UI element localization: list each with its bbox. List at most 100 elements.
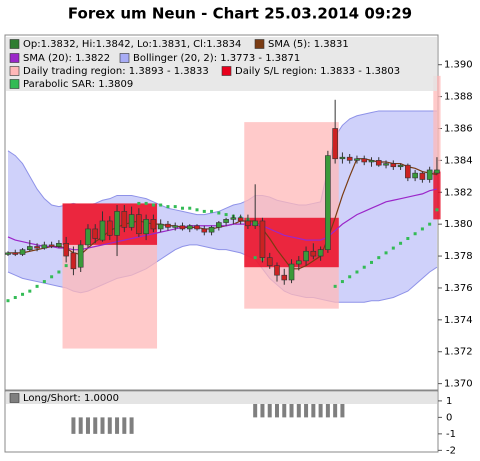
candle-body: [48, 244, 55, 247]
bar: [296, 400, 301, 418]
candle-body: [201, 228, 208, 233]
bar: [282, 400, 287, 418]
chart-title: Forex um Neun - Chart 25.03.2014 09:29: [68, 5, 412, 23]
bar: [122, 417, 127, 434]
legend-label: Parabolic SAR: 1.3809: [23, 79, 133, 90]
sar-dot: [340, 280, 344, 284]
bar: [333, 400, 338, 418]
sar-dot: [57, 270, 61, 274]
sar-dot: [50, 275, 54, 279]
bar: [85, 417, 90, 434]
y-tick-label: 1.388: [444, 92, 473, 103]
bar: [325, 400, 330, 418]
candle-body: [288, 263, 295, 281]
bar: [340, 400, 345, 418]
bar: [115, 417, 120, 434]
legend-label: Bollinger (20, 2): 1.3773 - 1.3871: [133, 53, 300, 64]
bar: [129, 417, 134, 434]
sar-dot: [348, 275, 352, 279]
y-tick-label: 1.370: [444, 379, 473, 390]
candle-body: [346, 156, 353, 161]
candle-body: [106, 220, 113, 236]
candle-body: [216, 222, 222, 228]
candle-body: [179, 225, 186, 230]
legend-background: [6, 37, 437, 91]
candle-body: [34, 246, 40, 249]
sar-dot: [35, 284, 39, 288]
candle-body: [99, 220, 106, 241]
sar-dot: [13, 296, 17, 300]
legend-label: Daily trading region: 1.3893 - 1.3833: [23, 66, 209, 77]
sar-dot: [210, 209, 214, 213]
candle-body: [19, 249, 26, 255]
candle-body: [383, 163, 389, 166]
candle-body: [194, 225, 200, 230]
legend-swatch: [9, 79, 20, 89]
candle-body: [245, 220, 251, 227]
bar: [304, 400, 309, 418]
candle-body: [27, 246, 33, 250]
sar-dot: [21, 292, 25, 296]
y-tick-label: -2: [446, 445, 456, 456]
candle-body: [121, 211, 128, 228]
sar-dot: [195, 208, 199, 212]
candle-body: [317, 249, 324, 257]
candle-body: [70, 252, 77, 270]
y-tick-label: 1.384: [444, 155, 473, 166]
sar-dot: [144, 201, 148, 205]
sar-dot: [399, 241, 403, 245]
legend-swatch: [221, 66, 232, 76]
bar: [71, 417, 76, 434]
candle-body: [259, 220, 266, 258]
candle-body: [77, 244, 84, 268]
candle-body: [63, 242, 69, 257]
candle-body: [281, 274, 288, 281]
candle-body: [223, 219, 229, 223]
legend-label: Long/Short: 1.0000: [23, 393, 119, 404]
candle-body: [150, 219, 157, 230]
candle-body: [397, 164, 404, 168]
candle-body: [434, 169, 440, 174]
candle-body: [419, 172, 426, 180]
sar-dot: [151, 203, 155, 207]
sar-dot: [64, 264, 68, 268]
bar: [289, 400, 294, 418]
candle-body: [114, 211, 120, 236]
candle-body: [165, 223, 171, 228]
sar-dot: [28, 289, 32, 293]
y-tick-label: 1.382: [444, 187, 473, 198]
bar: [267, 400, 272, 418]
candle-body: [295, 260, 302, 265]
sar-dot: [253, 256, 257, 260]
sar-dot: [377, 256, 381, 260]
y-tick-label: 1.378: [444, 251, 473, 262]
candle-body: [12, 252, 19, 255]
bar: [311, 400, 316, 418]
candle-body: [157, 223, 164, 230]
bar: [93, 417, 98, 434]
candle-body: [405, 164, 411, 179]
sar-dot: [137, 201, 141, 205]
y-tick-label: 1.374: [444, 315, 473, 326]
sar-dot: [224, 213, 228, 217]
sar-dot: [180, 206, 184, 210]
sar-dot: [6, 299, 10, 303]
y-tick-label: 1.390: [444, 60, 473, 71]
sar-dot: [217, 211, 221, 215]
candle-body: [41, 244, 48, 249]
sar-dot: [362, 265, 366, 269]
y-tick-label: 1.386: [444, 123, 473, 134]
sar-dot: [384, 251, 388, 255]
legend-swatch: [9, 393, 20, 403]
candle-body: [375, 160, 382, 166]
y-tick-label: 1.380: [444, 219, 473, 230]
candle-body: [303, 250, 309, 262]
candle-body: [237, 217, 244, 222]
candle-body: [325, 155, 331, 250]
y-tick-label: 0: [446, 412, 452, 423]
candle-body: [186, 225, 193, 230]
legend-swatch: [9, 53, 20, 63]
y-tick-label: 1: [446, 396, 452, 407]
candle-body: [266, 257, 273, 266]
bar: [318, 400, 323, 418]
